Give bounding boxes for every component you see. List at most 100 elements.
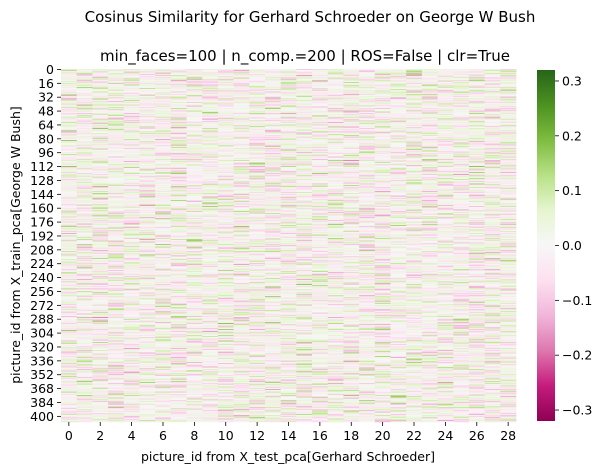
heatmap-cell: [327, 127, 344, 130]
heatmap-cell: [421, 106, 438, 108]
heatmap-cell: [217, 121, 234, 123]
heatmap-cell: [233, 119, 250, 121]
heatmap-cell: [390, 127, 407, 129]
heatmap-cell: [468, 82, 485, 84]
heatmap-cell: [437, 156, 454, 158]
heatmap-cell: [327, 115, 344, 117]
heatmap-cell: [390, 111, 407, 113]
heatmap-cell: [61, 108, 77, 111]
heatmap-cell: [296, 152, 313, 154]
heatmap-cell: [92, 81, 109, 83]
heatmap-cell: [343, 147, 360, 150]
heatmap-cell: [155, 138, 172, 140]
heatmap-cell: [186, 151, 203, 153]
heatmap-cell: [484, 94, 501, 96]
heatmap-cell: [186, 77, 203, 79]
heatmap-cell: [343, 146, 360, 148]
heatmap-cell: [108, 151, 125, 153]
heatmap-cell: [249, 88, 266, 90]
heatmap-cell: [108, 134, 125, 137]
heatmap-cell: [327, 101, 344, 103]
heatmap-cell: [500, 69, 517, 71]
heatmap-cell: [406, 104, 423, 106]
heatmap-cell: [233, 149, 250, 151]
heatmap-cell: [217, 108, 234, 110]
heatmap-cell: [264, 90, 281, 92]
heatmap-cell: [312, 117, 329, 119]
heatmap-cell: [217, 106, 234, 108]
heatmap-cell: [217, 153, 234, 156]
heatmap-cell: [453, 169, 470, 171]
heatmap-cell: [390, 89, 407, 91]
heatmap-cell: [421, 107, 438, 109]
heatmap-cell: [280, 78, 297, 80]
heatmap-cell: [139, 153, 156, 156]
heatmap-cell: [76, 105, 93, 107]
heatmap-cell: [406, 179, 423, 181]
heatmap-cell: [61, 88, 77, 90]
heatmap-cell: [249, 88, 266, 91]
heatmap-cell: [484, 86, 501, 88]
heatmap-cell: [406, 181, 423, 183]
heatmap-cell: [437, 107, 454, 109]
heatmap-cell: [61, 86, 77, 88]
heatmap-cell: [484, 115, 501, 117]
heatmap-cell: [374, 125, 391, 127]
heatmap-cell: [233, 167, 250, 169]
heatmap-cell: [327, 111, 344, 113]
heatmap-cell: [327, 122, 344, 124]
heatmap-cell: [170, 172, 187, 174]
heatmap-cell: [123, 164, 140, 166]
heatmap-cell: [264, 96, 281, 98]
heatmap-cell: [312, 78, 329, 80]
heatmap-cell: [500, 137, 517, 139]
heatmap-cell: [312, 153, 329, 156]
heatmap-cell: [296, 83, 313, 85]
heatmap-cell: [453, 82, 470, 84]
heatmap-cell: [217, 133, 234, 135]
heatmap-cell: [186, 157, 203, 159]
heatmap-cell: [312, 73, 329, 75]
heatmap-cell: [139, 107, 156, 109]
heatmap-cell: [61, 138, 77, 140]
heatmap-cell: [202, 138, 219, 140]
heatmap-cell: [406, 142, 423, 144]
heatmap-cell: [468, 153, 485, 156]
heatmap-cell: [343, 154, 360, 156]
heatmap-cell: [343, 79, 360, 81]
heatmap-cell: [217, 84, 234, 86]
heatmap-cell: [61, 124, 77, 126]
heatmap-cell: [374, 180, 391, 182]
heatmap-cell: [280, 160, 297, 163]
heatmap-cell: [108, 141, 125, 143]
heatmap-cell: [139, 184, 156, 186]
heatmap-cell: [359, 85, 376, 87]
heatmap-cell: [406, 81, 423, 83]
heatmap-cell: [280, 88, 297, 91]
heatmap-cell: [437, 178, 454, 180]
heatmap-cell: [76, 111, 93, 113]
heatmap-cell: [484, 134, 501, 137]
heatmap-cell: [484, 180, 501, 182]
heatmap-cell: [374, 141, 391, 143]
heatmap-cell: [92, 153, 109, 156]
heatmap-cell: [202, 135, 219, 137]
heatmap-cell: [296, 85, 313, 87]
heatmap-cell: [312, 86, 329, 88]
heatmap-cell: [406, 143, 423, 145]
heatmap-cell: [312, 81, 329, 83]
heatmap-cell: [359, 113, 376, 115]
heatmap-cell: [202, 107, 219, 109]
heatmap-cell: [296, 72, 313, 74]
heatmap-cell: [249, 162, 266, 164]
heatmap-cell: [280, 75, 297, 78]
heatmap-cell: [406, 164, 423, 166]
heatmap-cell: [280, 95, 297, 97]
heatmap-cell: [76, 154, 93, 156]
heatmap-cell: [108, 160, 125, 162]
heatmap-cell: [155, 134, 172, 137]
heatmap-cell: [468, 147, 485, 150]
heatmap-cell: [233, 128, 250, 130]
heatmap-cell: [217, 134, 234, 136]
heatmap-cell: [123, 184, 140, 186]
